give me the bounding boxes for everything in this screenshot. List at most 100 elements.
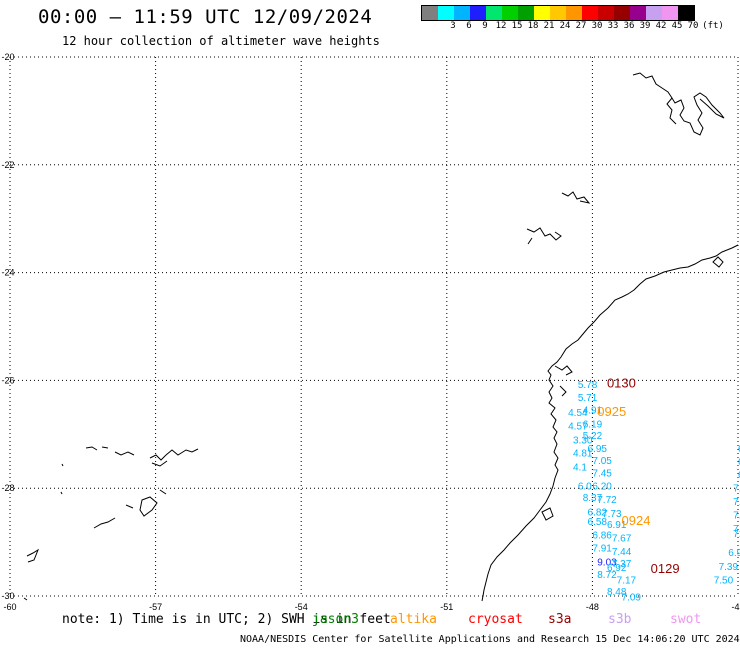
legend-swatch [598,6,614,20]
satellite-legend-item: s3b [608,612,632,627]
legend-label: 36 [623,21,635,31]
legend-label: 21 [543,21,555,31]
swh-reading: 7.9 [733,524,740,535]
legend-swatch [662,6,678,20]
swh-reading: 7.2 [733,529,740,540]
swh-reading: 6.0 [578,481,592,492]
pass-time-label: 0925 [597,404,626,419]
swh-reading: 6.86 [592,530,612,541]
swh-reading: 4.54 [568,408,588,419]
lon-tick-label: -45 [731,602,740,612]
lat-tick-label: -30 [1,591,14,601]
swh-reading: 6 [738,457,740,468]
swh-reading: 7.73 [602,509,622,520]
swh-reading: 6.58 [588,517,608,528]
legend-label: 27 [575,21,587,31]
lat-tick-label: -28 [1,483,14,493]
legend-swatch [518,6,534,20]
legend-label: 45 [671,21,683,31]
legend-labels: 3 6 9 12 15 18 21 24 27 30 33 36 39 42 45 70 (ft) [421,21,740,35]
lat-tick-label: -20 [1,52,14,62]
swh-reading: 7.17 [617,576,637,587]
satellite-legend-item: jason3 [312,612,359,627]
swh-reading: 7.67 [612,534,632,545]
legend-swatch [678,6,694,20]
legend-label: 70 [687,21,699,31]
lon-tick-label: -54 [295,602,308,612]
swh-reading: 7.4 [733,510,740,521]
legend-swatch [550,6,566,20]
swh-reading: 4.1 [573,462,587,473]
footer-note: note: 1) Time is in UTC; 2) SWH is in fe… [62,612,391,627]
pass-time-label: 0129 [651,561,680,576]
legend-label: 3 [450,21,456,31]
legend-swatch [422,6,438,20]
legend-swatches [421,5,695,21]
swh-reading: 7.45 [592,468,612,479]
lon-tick-label: -57 [149,602,162,612]
swh-reading: 6.19 [583,419,603,430]
swh-reading: 3.30 [573,435,593,446]
swh-reading: 4.57 [568,421,588,432]
legend-swatch [502,6,518,20]
lon-tick-label: -51 [440,602,453,612]
satellite-legend-item: cryosat [468,612,523,627]
legend-swatch [486,6,502,20]
swh-reading: 6.82 [588,508,608,519]
inland-river-west-1 [85,446,135,456]
swh-reading: 7. [733,483,740,494]
swh-reading: 7.50 [714,576,734,587]
river-segment-2 [526,227,562,245]
lat-tick-label: -22 [1,160,14,170]
pass-time-label: 0924 [622,513,651,528]
coastline [23,72,739,602]
inland-river-west-4 [26,517,116,563]
lat-tick-label: -26 [1,375,14,385]
legend-swatch [630,6,646,20]
pass-time-labels: 0130 0925 0924 0129 [597,375,679,575]
bay-detail [554,365,573,397]
swh-labels: 5.78 5.714.914.546.194.575.223.306.954.81… [568,380,740,603]
swh-reading: 4.81 [573,448,593,459]
swh-reading: 6.91 [607,520,627,531]
swh-reading: 9.03 [597,557,617,568]
legend-label: 24 [559,21,571,31]
swh-reading: 8.48 [607,587,627,598]
inland-river-west-3 [125,489,167,517]
swh-reading: 5.71 [578,393,598,404]
page-title: 00:00 – 11:59 UTC 12/09/2024 [38,6,373,28]
legend-swatch [566,6,582,20]
inland-river-west-2 [149,448,199,467]
legend-swatch [614,6,630,20]
legend-swatch [582,6,598,20]
coastal-lagoon [712,256,724,268]
mainland-coastline [481,244,739,602]
legend-swatch [646,6,662,20]
swh-reading: 6 [738,470,740,481]
color-scale-legend: 3 6 9 12 15 18 21 24 27 30 33 36 39 42 45 70 (ft) [421,5,724,31]
swh-reading: 7.91 [592,543,612,554]
lon-tick-label: -48 [586,602,599,612]
swh-reading: 7.39 [719,562,739,573]
reservoir-north [632,72,725,136]
legend-label: 12 [495,21,507,31]
swh-reading: 7.05 [592,456,612,467]
credits-line: NOAA/NESDIS Center for Satellite Applica… [240,634,740,645]
swh-reading: 6.92 [607,563,627,574]
legend-swatch [454,6,470,20]
legend-unit: (ft) [702,21,724,31]
satellite-legend-item: s3a [548,612,572,627]
swh-reading: 5.78 [578,380,598,391]
swh-reading: 6 [738,444,740,455]
legend-label: 33 [607,21,619,31]
swh-reading: 8.37 [583,493,603,504]
lat-tick-label: -24 [1,268,14,278]
swh-reading: 7.37 [612,559,632,570]
pass-time-label: 0130 [607,375,636,390]
river-segment-1 [561,191,591,204]
legend-label: 42 [655,21,667,31]
legend-swatch [438,6,454,20]
swh-reading: 6.20 [592,481,612,492]
legend-swatch [534,6,550,20]
